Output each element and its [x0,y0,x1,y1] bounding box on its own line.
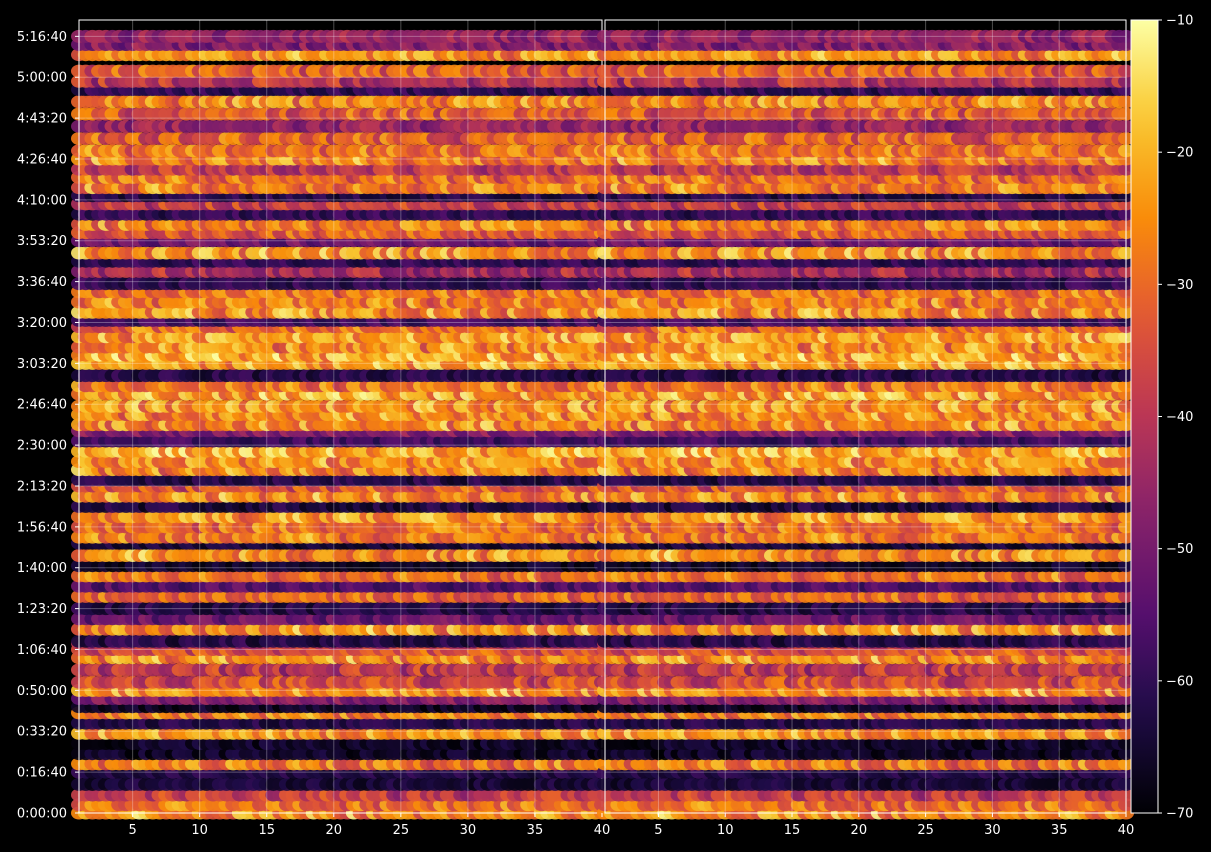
panel-1 [71,19,610,820]
heatmap-cells [71,29,610,820]
plot-panels [71,19,1134,820]
